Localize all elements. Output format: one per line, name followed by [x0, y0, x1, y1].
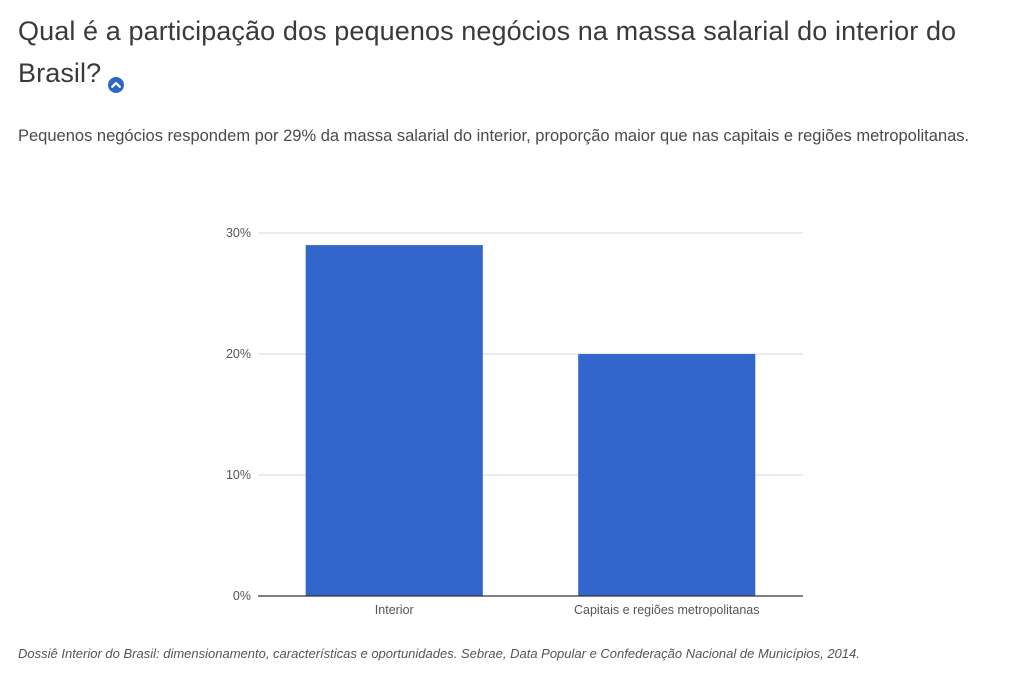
bar[interactable]: [578, 354, 756, 596]
y-tick-label: 10%: [226, 468, 251, 482]
chart-title-block: Qual é a participação dos pequenos negóc…: [18, 10, 1008, 94]
chart-title: Qual é a participação dos pequenos negóc…: [18, 16, 957, 88]
y-tick-label: 0%: [233, 589, 251, 603]
x-tick-label: Capitais e regiões metropolitanas: [574, 603, 760, 617]
x-tick-label: Interior: [375, 603, 414, 617]
source-note: Dossiê Interior do Brasil: dimensionamen…: [18, 646, 860, 661]
bar[interactable]: [305, 245, 483, 596]
chevron-up-icon[interactable]: [107, 64, 125, 93]
bar-chart: 0% 10% 20% 30% Interior Capitais e regiões me…: [226, 226, 803, 617]
y-tick-label: 30%: [226, 226, 251, 240]
chart-subtitle: Pequenos negócios respondem por 29% da m…: [18, 127, 970, 145]
chart-area: 0% 10% 20% 30% Interior Capitais e regiões me…: [0, 200, 1024, 630]
y-tick-label: 20%: [226, 347, 251, 361]
